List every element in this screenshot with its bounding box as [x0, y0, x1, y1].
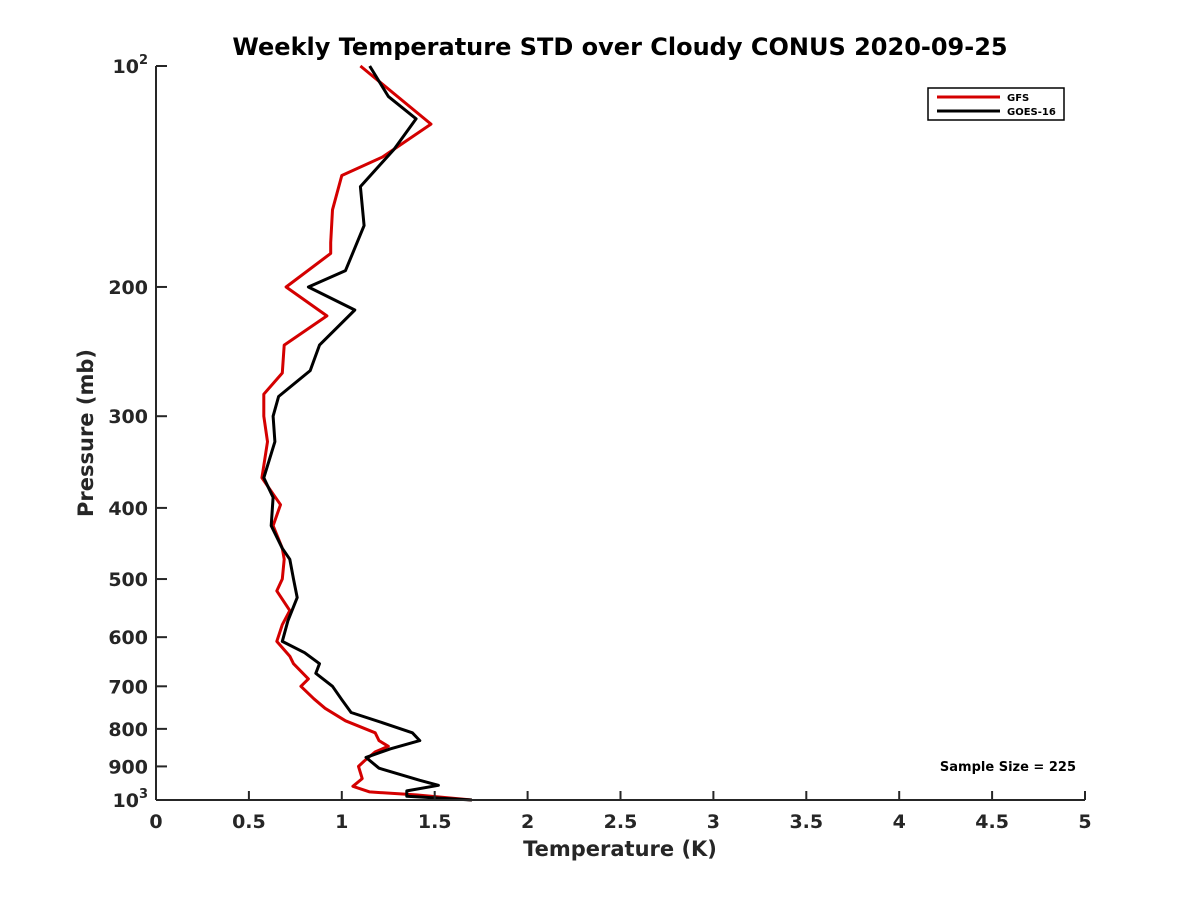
legend: GFS GOES-16: [927, 87, 1065, 121]
series-line-goes-16: [262, 65, 472, 802]
y-tick-label: 200: [108, 277, 148, 299]
y-tick-label: 600: [108, 627, 148, 649]
x-tick-label: 5: [1078, 811, 1091, 833]
y-axis-label: Pressure (mb): [74, 349, 98, 517]
x-tick-label: 2: [521, 811, 534, 833]
chart-title: Weekly Temperature STD over Cloudy CONUS…: [232, 33, 1007, 61]
sample-size-annotation: Sample Size = 225: [940, 760, 1076, 775]
plot-area: [260, 64, 473, 802]
y-tick-label: 300: [108, 406, 148, 428]
y-axis-ticks: 102 200 300 400 500 600 700 800 900 103: [108, 53, 167, 812]
y-tick-label: 102: [113, 53, 149, 78]
x-tick-label: 0.5: [232, 811, 266, 833]
y-tick-label: 700: [108, 676, 148, 698]
y-tick-label: 400: [108, 498, 148, 520]
x-tick-label: 4.5: [975, 811, 1009, 833]
series-line-gfs: [260, 64, 473, 802]
x-tick-label: 3.5: [789, 811, 823, 833]
x-tick-label: 3: [707, 811, 720, 833]
x-tick-label: 2.5: [604, 811, 638, 833]
legend-box: [927, 87, 1065, 121]
x-axis-label: Temperature (K): [523, 837, 717, 861]
x-axis-ticks: 0 0.5 1 1.5 2 2.5 3 3.5 4 4.5 5: [149, 791, 1092, 833]
y-tick-label: 103: [113, 787, 149, 812]
y-tick-label: 800: [108, 719, 148, 741]
x-tick-label: 4: [893, 811, 906, 833]
legend-label-goes-16: GOES-16: [1007, 107, 1056, 118]
axes: [155, 66, 1085, 801]
x-tick-label: 0: [149, 811, 162, 833]
x-tick-label: 1: [335, 811, 348, 833]
legend-label-gfs: GFS: [1007, 93, 1029, 104]
y-tick-label: 900: [108, 756, 148, 778]
y-tick-label: 500: [108, 569, 148, 591]
x-tick-label: 1.5: [418, 811, 452, 833]
